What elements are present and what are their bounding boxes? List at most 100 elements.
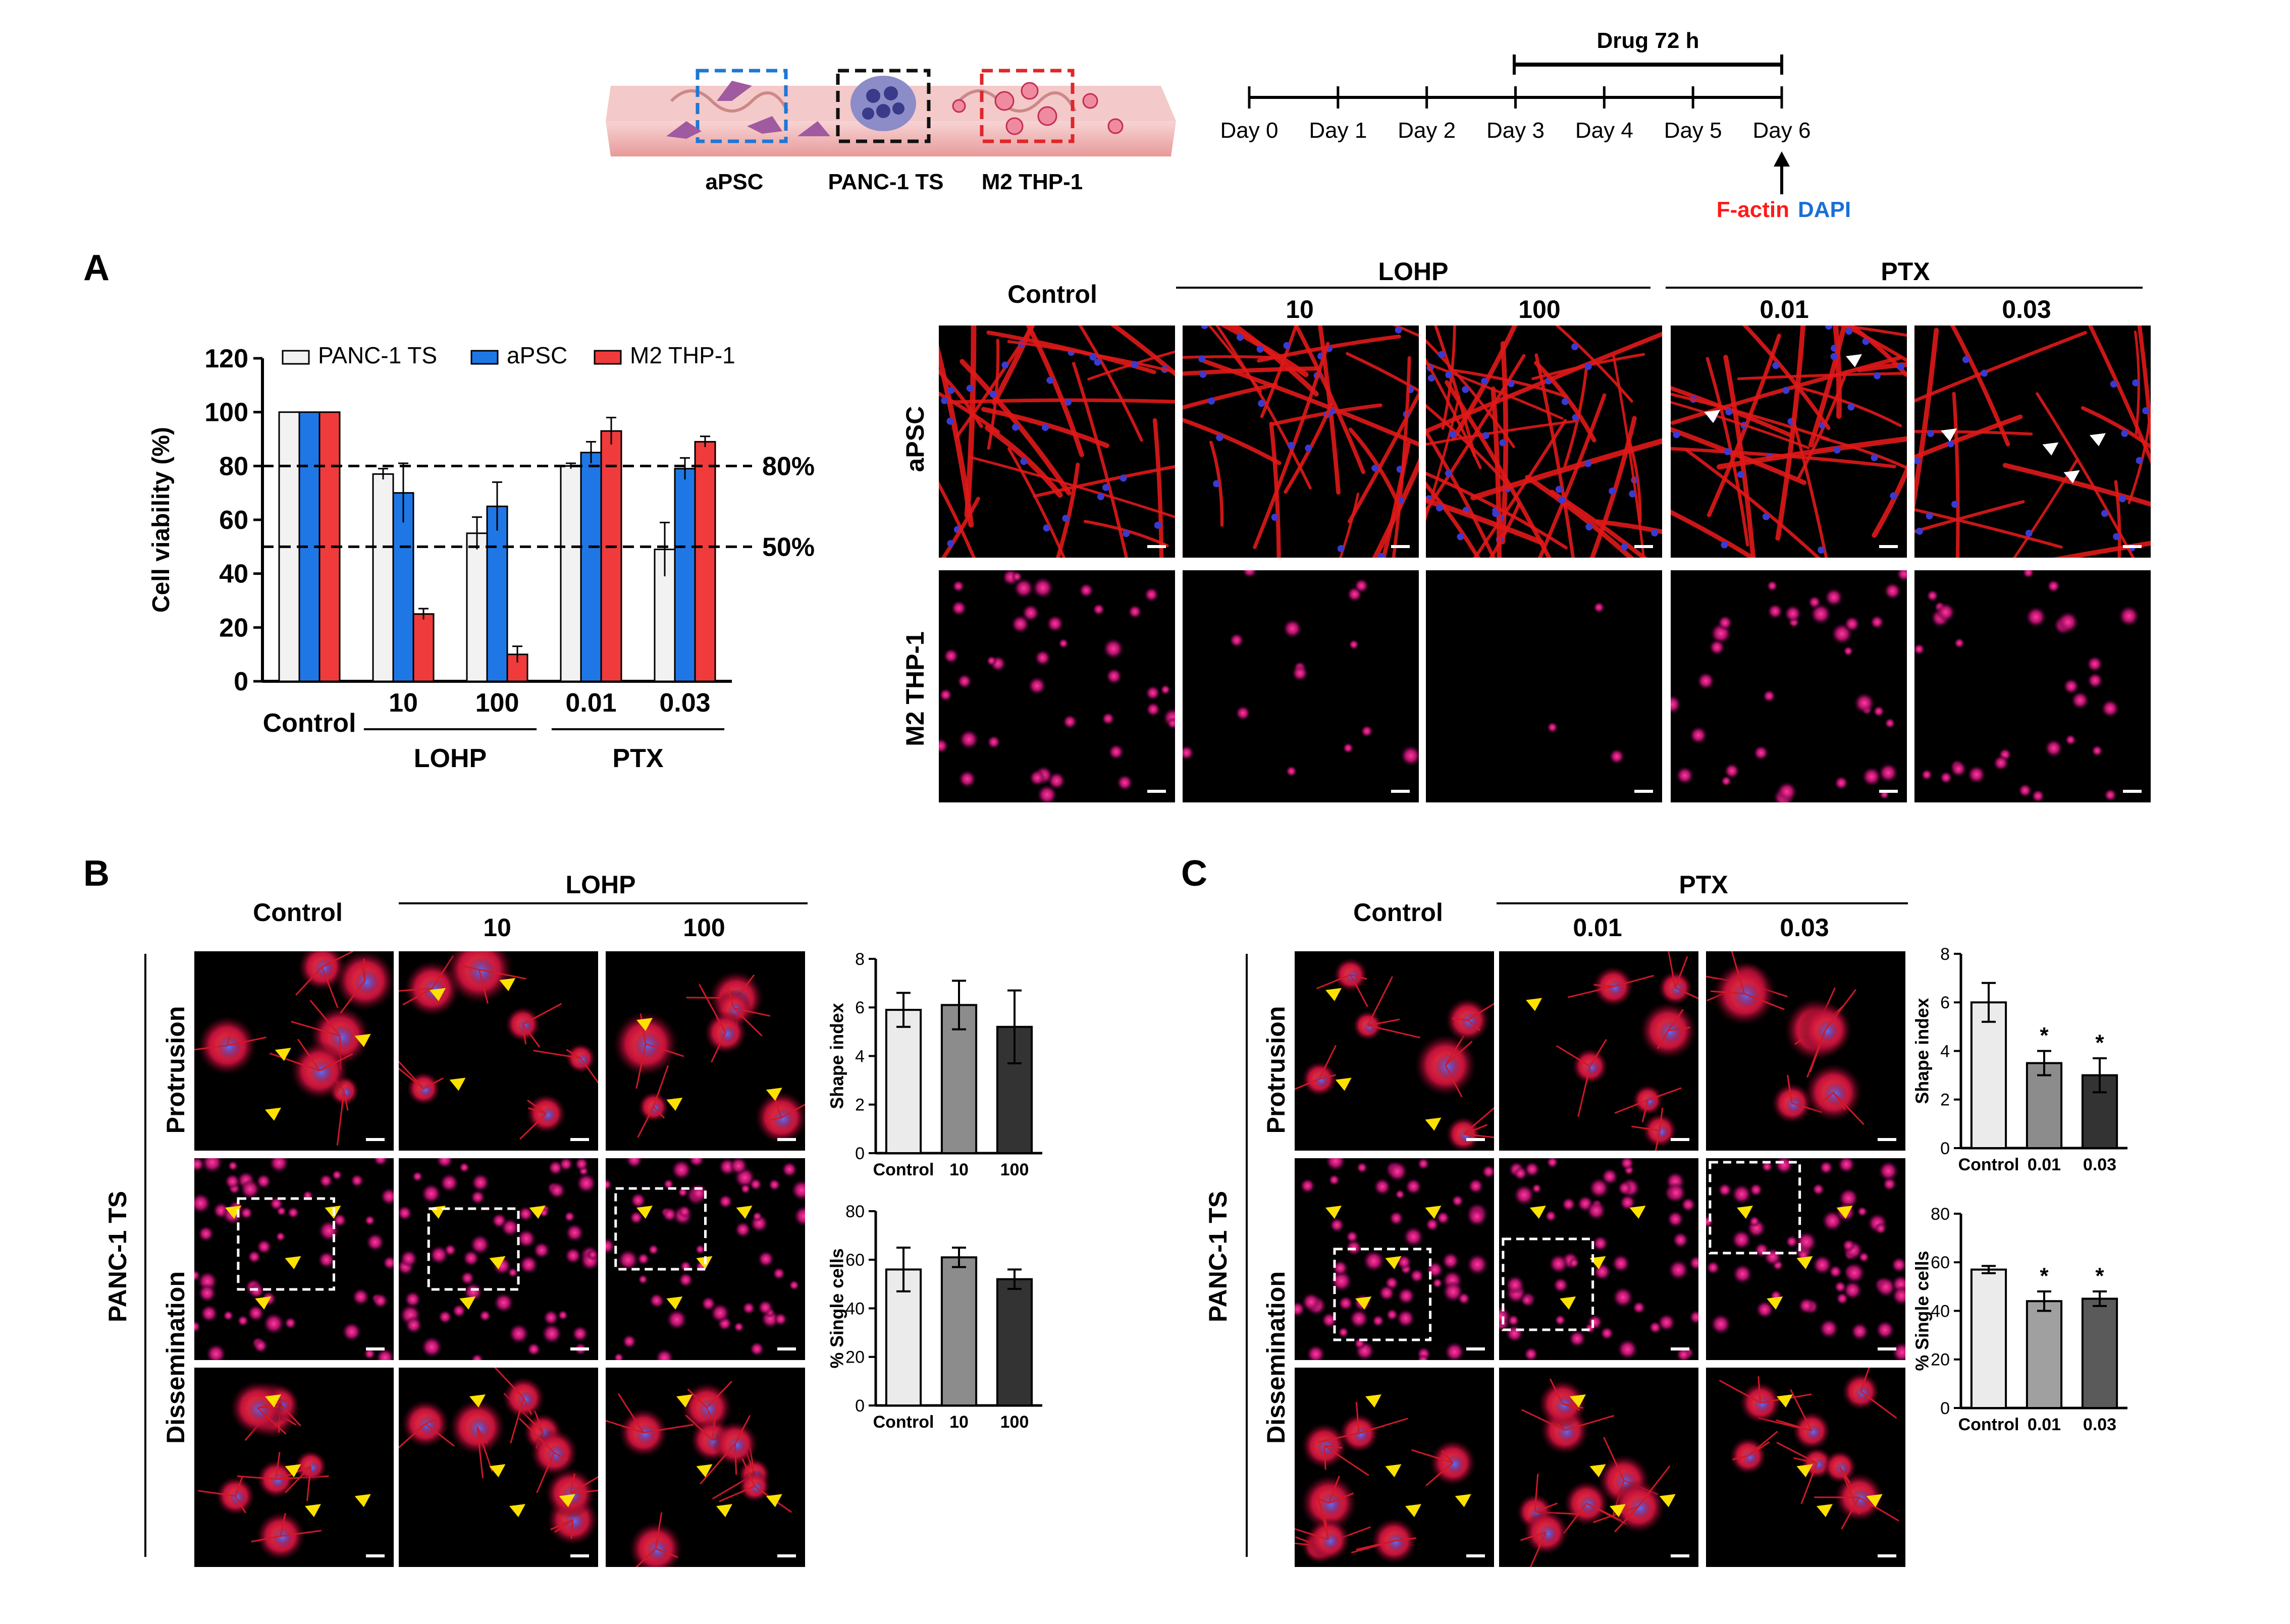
cell [1776,781,1797,802]
cell [1688,1255,1698,1271]
fibroblast [1820,436,1907,470]
cell [1850,1322,1869,1341]
y-tick-label: 0 [855,1396,865,1416]
y-tick-label: 6 [855,998,865,1017]
cell [436,1158,454,1169]
nucleus [2142,407,2150,414]
protrusion [653,1106,665,1119]
cell [439,1173,459,1193]
cell [372,1293,389,1309]
micrograph-content [939,570,1175,802]
nucleus [1020,458,1028,465]
protrusion [1394,1537,1416,1542]
protrusion [1445,1065,1463,1098]
nucleus [1445,371,1453,378]
cell [275,1231,286,1242]
cell [1950,761,1967,777]
arrowhead-marker [1570,1394,1586,1408]
micrograph-content [606,1381,792,1567]
cell [587,1249,598,1261]
cell [1731,1229,1752,1250]
fibroblast [1372,458,1419,558]
cell [1166,717,1175,729]
fibroblast [981,407,1109,448]
protrusion [780,1103,805,1118]
protrusion [569,1473,576,1494]
micrograph [1295,1368,1494,1567]
cell [372,1158,388,1166]
micrograph-content [1426,326,1662,558]
zoom-box [427,1207,520,1291]
cell [1767,603,1783,619]
cell [463,1282,483,1302]
nucleus [1001,361,1009,369]
arrowhead-marker [1629,1206,1646,1219]
protrusion [476,1427,484,1479]
micrograph-content [1183,570,1419,777]
y-axis-label: Shape index [1912,998,1932,1104]
cell [1617,1180,1633,1196]
cell [1011,571,1023,582]
arrowhead-marker [636,1018,653,1031]
cell [459,1162,470,1173]
protrusion [1367,976,1394,1026]
protrusion [519,1113,547,1140]
protrusion [295,966,323,996]
fibroblast [1347,391,1419,523]
micrograph [1671,570,1907,802]
chart-b-shape-index: 0 2 4 6 8 Shape index Control 10 100 [827,950,1042,1179]
cell [663,1178,674,1189]
panel-a-micrographs: Control LOHP PTX 10 100 0.01 0.03 aPSC M… [901,257,2151,802]
protrusion [1556,1045,1590,1067]
protrusion [1295,1078,1320,1091]
nucleus [1314,1073,1329,1088]
protrusion [1589,1039,1607,1067]
cell [1554,1314,1566,1326]
protrusion [527,1100,547,1114]
nucleus [2118,495,2126,503]
protrusion [1710,990,1744,995]
protrusion [522,1003,562,1025]
y-tick-label: 80 [219,452,248,481]
fibroblast [1219,326,1309,377]
protrusion [399,988,433,992]
cell [1967,765,1986,784]
protrusion [653,1065,669,1107]
micrograph [1499,951,1698,1151]
protrusion [635,1044,647,1089]
protrusion [1776,1441,1818,1464]
arrowhead-marker [1941,428,1957,442]
cell [733,1321,744,1332]
fibroblast [2088,326,2151,464]
nucleus [947,387,955,394]
protrusion [1647,1087,1682,1101]
fibroblast [1348,427,1402,509]
cell [460,1271,475,1285]
x-tick-label: 0.01 [565,688,616,718]
nucleus [1927,430,1935,438]
cell [2118,605,2140,627]
cell [420,1183,442,1204]
fibroblast [1110,326,1175,377]
protrusion [226,1030,232,1046]
nucleus [1198,355,1206,363]
cell [774,1312,787,1326]
nucleus [1782,387,1790,394]
cell [1774,1158,1794,1175]
fibroblast [1723,355,1756,558]
micrograph [1499,1158,1698,1360]
fibroblast [1856,362,1907,372]
cell [240,1178,261,1200]
cell [247,1250,261,1264]
fibroblast [1451,326,1518,441]
fibroblast [939,391,1000,434]
nucleus [941,397,948,404]
protrusion [194,1045,228,1051]
protrusion [1667,1009,1684,1031]
cell [493,1292,514,1313]
micrograph-content [198,1381,371,1561]
cell [1338,1295,1354,1311]
cell [1706,1260,1720,1275]
cell [617,1249,639,1271]
cell [939,688,952,702]
